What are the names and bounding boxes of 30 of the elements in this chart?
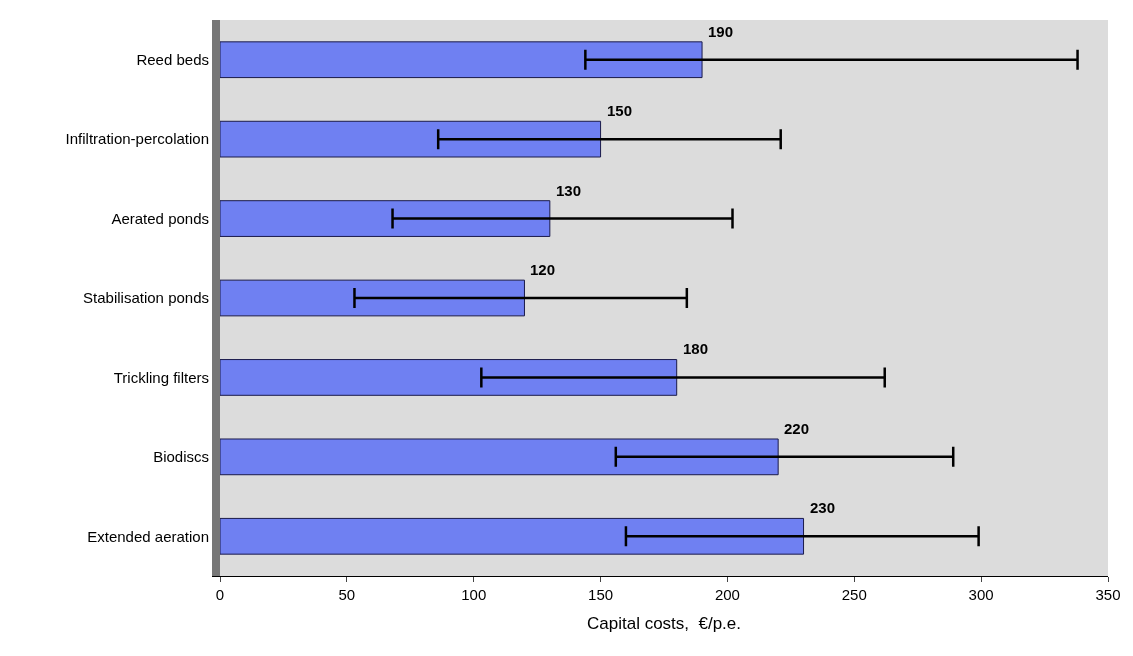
bar — [220, 517, 805, 555]
y-tick-label: Stabilisation ponds — [83, 289, 209, 307]
data-label: 180 — [683, 340, 709, 357]
y-tick-label: Aerated ponds — [111, 209, 209, 227]
x-tick-label: 0 — [215, 586, 225, 603]
bar — [220, 200, 551, 237]
y-tick-label: Reed beds — [136, 50, 209, 68]
x-tick-label: 100 — [461, 586, 487, 603]
x-tick-label: 350 — [1095, 586, 1121, 603]
bar — [220, 279, 525, 317]
x-axis-title: Capital costs, €/p.e. — [586, 614, 742, 634]
y-tick-label: Infiltration-percolation — [65, 130, 209, 148]
x-tick-label: 250 — [841, 586, 867, 603]
x-tick-label: 50 — [338, 586, 356, 603]
y-tick-label: Trickling filters — [113, 368, 209, 386]
y-tick-label: Biodiscs — [153, 448, 209, 466]
data-label: 220 — [784, 420, 810, 437]
bar — [220, 438, 779, 476]
bar — [220, 359, 678, 396]
data-label: 190 — [708, 23, 734, 40]
bar — [220, 120, 602, 158]
x-tick-label: 150 — [588, 586, 614, 603]
x-tick-label: 300 — [968, 586, 994, 603]
bar — [220, 41, 703, 79]
data-label: 150 — [607, 102, 633, 119]
y-tick-label: Extended aeration — [87, 527, 209, 545]
x-tick-label: 200 — [714, 586, 740, 603]
data-label: 120 — [530, 261, 556, 278]
data-label: 130 — [556, 182, 582, 199]
data-label: 230 — [810, 499, 836, 516]
